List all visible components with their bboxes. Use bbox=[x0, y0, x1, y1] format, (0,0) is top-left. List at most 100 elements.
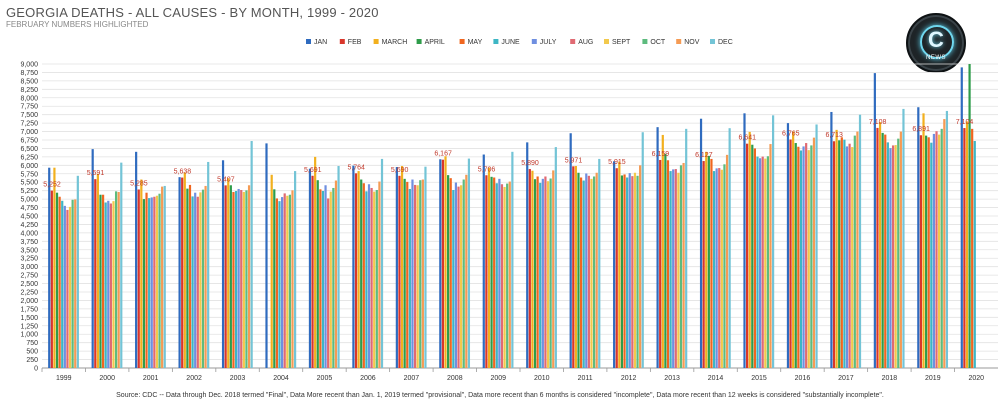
bar-may-2005 bbox=[319, 189, 322, 368]
legend-item-feb[interactable]: FEB bbox=[339, 39, 362, 46]
bar-sept-2005 bbox=[329, 191, 332, 368]
bar-july-2014 bbox=[715, 168, 718, 368]
legend-label: FEB bbox=[348, 39, 362, 46]
bar-dec-2006 bbox=[380, 158, 384, 368]
legend-item-jan[interactable]: JAN bbox=[306, 39, 327, 46]
bar-april-2014 bbox=[707, 155, 710, 368]
bar-aug-2004 bbox=[283, 193, 286, 368]
legend-item-aug[interactable]: AUG bbox=[570, 39, 593, 46]
legend-item-march[interactable]: MARCH bbox=[373, 39, 408, 46]
feb-data-label: 7,104 bbox=[956, 119, 974, 126]
bar-dec-2011 bbox=[598, 158, 601, 368]
y-tick-label: 6,750 bbox=[20, 138, 38, 145]
y-tick-label: 2,000 bbox=[20, 298, 38, 305]
legend-item-june[interactable]: JUNE bbox=[493, 39, 520, 46]
feb-data-label: 5,690 bbox=[391, 167, 409, 174]
bar-june-2002 bbox=[191, 196, 194, 368]
y-tick-label: 5,750 bbox=[20, 171, 38, 178]
bar-june-2003 bbox=[234, 191, 238, 368]
bar-july-2010 bbox=[541, 178, 544, 368]
bar-april-2006 bbox=[360, 179, 363, 368]
legend-item-nov[interactable]: NOV bbox=[676, 39, 700, 46]
feb-data-label: 6,765 bbox=[782, 130, 800, 137]
bar-dec-2009 bbox=[511, 151, 514, 368]
y-tick-label: 8,250 bbox=[20, 87, 38, 94]
bar-march-2019 bbox=[922, 113, 925, 368]
bar-nov-2004 bbox=[291, 190, 294, 368]
bar-march-2018 bbox=[878, 122, 882, 368]
legend-item-april[interactable]: APRIL bbox=[416, 39, 445, 46]
bar-oct-2006 bbox=[375, 189, 378, 368]
bar-march-2007 bbox=[400, 166, 404, 368]
y-tick-label: 1,500 bbox=[20, 315, 38, 322]
bar-july-2003 bbox=[237, 188, 240, 368]
legend-swatch bbox=[710, 39, 715, 44]
bar-june-2008 bbox=[452, 189, 455, 368]
bar-april-2017 bbox=[838, 140, 841, 368]
bar-aug-2001 bbox=[153, 196, 156, 368]
bar-june-2015 bbox=[756, 156, 759, 368]
bar-sept-2002 bbox=[199, 192, 202, 368]
y-tick-label: 6,500 bbox=[20, 146, 38, 153]
chart-subtitle: FEBRUARY NUMBERS HIGHLIGHTED bbox=[6, 20, 149, 29]
bar-feb-2003 bbox=[224, 185, 227, 368]
feb-data-label: 5,706 bbox=[478, 166, 496, 173]
bar-sept-2012 bbox=[633, 172, 637, 368]
news-logo[interactable]: C NEWS bbox=[906, 13, 966, 73]
bar-nov-2011 bbox=[595, 172, 598, 368]
bar-may-2010 bbox=[536, 176, 539, 368]
bar-march-2017 bbox=[835, 129, 838, 368]
bar-may-2012 bbox=[623, 174, 626, 368]
x-tick-label: 2005 bbox=[317, 375, 333, 382]
bar-feb-2006 bbox=[354, 173, 358, 368]
bar-dec-2005 bbox=[337, 166, 340, 368]
bar-nov-2008 bbox=[465, 174, 468, 368]
bar-june-2016 bbox=[799, 150, 803, 368]
bar-june-2006 bbox=[365, 191, 368, 368]
bar-jan-2002 bbox=[178, 177, 181, 368]
bar-aug-2014 bbox=[718, 168, 721, 368]
feb-data-label: 6,891 bbox=[912, 126, 930, 133]
legend-swatch bbox=[570, 39, 576, 44]
x-tick-label: 2003 bbox=[230, 375, 246, 382]
legend-item-sept[interactable]: SEPT bbox=[604, 39, 631, 46]
bar-oct-2003 bbox=[245, 190, 248, 368]
feb-data-label: 7,108 bbox=[869, 119, 887, 126]
legend-item-dec[interactable]: DEC bbox=[710, 39, 733, 46]
bar-june-2018 bbox=[886, 142, 889, 368]
bar-nov-2015 bbox=[769, 144, 772, 368]
bar-nov-2014 bbox=[725, 154, 729, 368]
x-axis: 1999 2000 2001 2002 2003 2004 2005 2006 2007 2008… bbox=[41, 368, 984, 382]
bar-may-2007 bbox=[406, 181, 409, 368]
bar-sept-2001 bbox=[155, 195, 159, 368]
legend-swatch bbox=[604, 39, 609, 44]
legend-item-july[interactable]: JULY bbox=[531, 39, 557, 46]
bar-sept-1999 bbox=[68, 206, 72, 368]
bar-july-2000 bbox=[107, 200, 110, 368]
x-tick-label: 2007 bbox=[404, 375, 420, 382]
bar-feb-2010 bbox=[528, 169, 531, 368]
bar-aug-2015 bbox=[761, 156, 764, 368]
source-note: Source: CDC -- Data through Dec. 2018 te… bbox=[116, 392, 884, 399]
bar-oct-1999 bbox=[71, 199, 74, 368]
bar-june-2004 bbox=[278, 201, 281, 368]
bar-jan-2004 bbox=[265, 143, 268, 368]
x-tick-label: 2004 bbox=[273, 375, 289, 382]
legend-item-may[interactable]: MAY bbox=[459, 39, 483, 46]
legend[interactable]: JAN FEB MARCH APRIL MAY JUNE JULY AUG SEPT OCT NOV… bbox=[306, 39, 733, 46]
bar-april-2019 bbox=[925, 135, 928, 368]
bar-july-2011 bbox=[585, 173, 588, 368]
bar-march-2014 bbox=[705, 151, 708, 368]
bar-jan-2010 bbox=[526, 142, 529, 368]
bar-nov-2019 bbox=[943, 119, 946, 369]
legend-item-oct[interactable]: OCT bbox=[642, 39, 666, 46]
y-tick-label: 1,250 bbox=[20, 323, 38, 330]
bar-dec-2002 bbox=[207, 161, 210, 368]
y-tick-label: 3,250 bbox=[20, 256, 38, 263]
feb-data-label: 5,285 bbox=[130, 180, 148, 187]
bar-march-2005 bbox=[314, 156, 317, 368]
bar-jan-2016 bbox=[786, 123, 790, 368]
y-tick-label: 250 bbox=[26, 357, 38, 364]
bar-march-2013 bbox=[661, 134, 664, 368]
y-tick-label: 6,250 bbox=[20, 154, 38, 161]
